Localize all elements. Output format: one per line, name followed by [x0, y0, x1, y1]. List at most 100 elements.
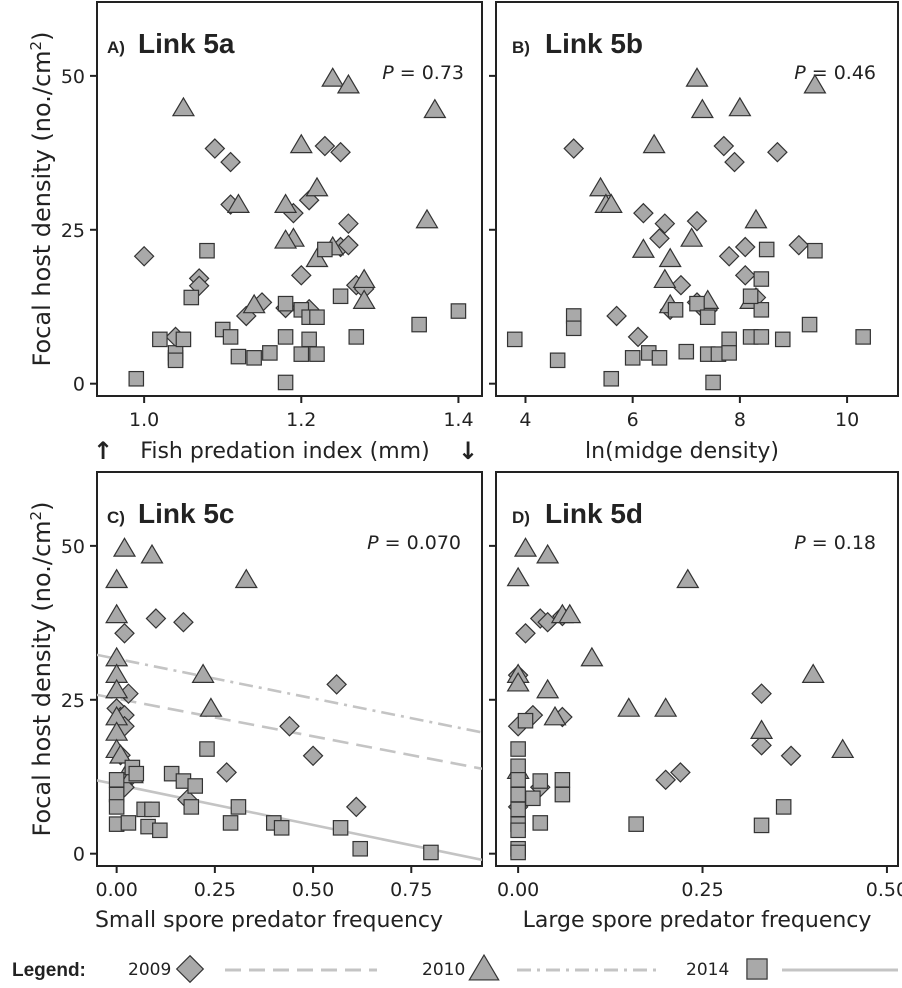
point-2014-square: [175, 331, 192, 348]
point-2010-triangle: [580, 646, 604, 667]
point-2010-triangle: [617, 697, 641, 717]
point-2009-diamond: [338, 213, 359, 234]
legend-label: Legend:: [12, 960, 86, 981]
point-2014-square: [128, 765, 145, 782]
panel-b-title: Link 5b: [545, 28, 643, 59]
point-2014-square: [651, 350, 668, 366]
point-2014-square: [108, 772, 125, 788]
point-2014-square: [187, 778, 204, 794]
x-tick-label: 0.00: [95, 879, 137, 901]
point-2010-triangle: [831, 738, 855, 759]
point-2010-triangle: [506, 566, 530, 587]
point-2009-diamond: [326, 674, 347, 695]
point-2009-diamond: [338, 234, 359, 256]
point-2014-square: [152, 822, 168, 839]
panel-d-p-value: P = 0.18: [794, 532, 876, 554]
point-2014-square: [309, 346, 325, 362]
point-2010-triangle: [744, 208, 768, 229]
point-2010-triangle: [105, 603, 129, 624]
point-2010-triangle: [658, 247, 682, 268]
panel-a-x-arrow-up: ↑: [93, 437, 113, 465]
point-2010-triangle: [226, 193, 250, 213]
point-2014-square: [801, 316, 818, 333]
point-2014-square: [222, 329, 239, 345]
point-2014-square: [554, 786, 571, 803]
point-2010-triangle: [415, 208, 439, 229]
point-2010-triangle: [274, 193, 298, 213]
point-2014-square: [517, 712, 534, 729]
point-2014-square: [317, 241, 333, 258]
point-2014-square: [273, 820, 290, 836]
point-2014-square: [230, 348, 247, 365]
panel-c-letter: C): [107, 508, 125, 527]
point-2010-triangle: [352, 289, 376, 309]
panel-a: A) Link 5a P = 0.73 1.0 1.2 1.4 0 25 50 ↑ Fis…: [61, 1, 483, 465]
point-2014-square: [332, 820, 349, 836]
point-2009-diamond: [767, 141, 788, 163]
x-tick-label: 1.0: [129, 409, 159, 431]
point-2014-square: [167, 352, 184, 369]
panel-b-x-axis-title: ln(midge density): [585, 439, 779, 464]
point-2009-diamond: [606, 305, 627, 327]
point-2010-triangle: [140, 543, 164, 564]
point-2014-square: [554, 772, 571, 788]
point-2010-triangle: [336, 73, 360, 94]
panel-d-letter: D): [512, 508, 530, 527]
panel-a-points: [128, 67, 467, 391]
point-2014-square: [222, 815, 239, 831]
panel-b: B) Link 5b P = 0.46 4 6 8 10 ln(midge densi…: [489, 1, 899, 464]
point-2014-square: [510, 786, 526, 803]
fit-line-2010: [97, 653, 482, 734]
point-2014-square: [309, 309, 325, 325]
panel-d-points: [506, 537, 855, 861]
x-tick-label: 8: [734, 409, 746, 431]
point-2010-triangle: [105, 568, 129, 589]
panel-b-letter: B): [512, 38, 530, 57]
panel-a-letter: A): [107, 38, 125, 57]
point-2009-diamond: [654, 213, 676, 234]
point-2014-square: [293, 346, 310, 362]
point-2010-triangle: [803, 73, 827, 94]
point-2009-diamond: [788, 234, 810, 256]
fit-line-2014: [97, 779, 482, 862]
x-tick-label: 1.4: [443, 409, 473, 431]
x-tick-label: 4: [519, 409, 531, 431]
point-2014-square: [108, 799, 125, 815]
y-tick-label: 0: [73, 374, 85, 396]
point-2014-square: [348, 329, 365, 345]
point-2014-square: [753, 302, 770, 318]
point-2014-square: [705, 374, 721, 391]
point-2010-triangle: [234, 568, 258, 589]
point-2014-square: [721, 345, 737, 361]
point-2014-square: [510, 844, 526, 861]
point-2014-square: [199, 741, 215, 757]
panel-b-p-value: P = 0.46: [794, 62, 876, 84]
x-tick-label: 0.00: [497, 879, 539, 901]
x-tick-label: 0.25: [194, 879, 236, 901]
point-2009-diamond: [751, 734, 772, 756]
point-2010-triangle: [599, 193, 623, 213]
point-2010-triangle: [199, 697, 223, 717]
point-2009-diamond: [330, 141, 351, 163]
point-2014-square: [678, 343, 695, 360]
point-2014-square: [689, 295, 705, 312]
point-2010-triangle: [513, 537, 538, 557]
x-tick-label: 0.50: [866, 879, 902, 901]
point-2010-triangle: [305, 247, 329, 268]
point-2009-diamond: [114, 622, 135, 644]
point-2010-triangle: [423, 98, 447, 119]
point-2014-square: [183, 289, 200, 306]
panel-a-frame: [96, 1, 483, 397]
panel-c-ticks: 0.00 0.25 0.50 0.75 0 25 50: [61, 536, 433, 901]
point-2014-square: [450, 303, 467, 319]
point-2010-triangle: [305, 176, 329, 197]
legend-square-icon: [746, 958, 768, 980]
point-2009-diamond: [780, 745, 802, 767]
point-2010-triangle: [588, 176, 613, 197]
legend-year-2014: 2014: [686, 960, 729, 980]
x-tick-label: 1.2: [286, 409, 316, 431]
y-tick-label: 25: [61, 690, 85, 712]
panel-d-x-axis-title: Large spore predator frequency: [523, 908, 872, 933]
point-2014-square: [144, 801, 160, 818]
